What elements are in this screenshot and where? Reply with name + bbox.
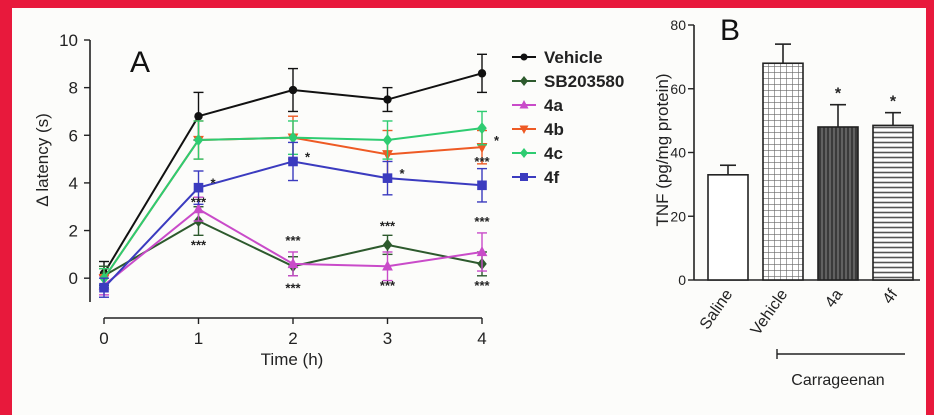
- significance-marker: ***: [285, 280, 301, 295]
- legend-item-4b: 4b: [512, 120, 564, 139]
- panel-b-y-axis-label: TNF (pg/mg protein): [653, 73, 672, 226]
- bar-group-saline: Saline: [697, 164, 749, 333]
- y-tick-label: 8: [69, 79, 78, 98]
- data-point: [193, 134, 204, 147]
- legend-swatch-marker: [520, 76, 528, 86]
- bar-group-4a: * 4a: [817, 86, 859, 311]
- legend-label: SB203580: [544, 72, 624, 91]
- y-tick-label: 10: [59, 31, 78, 50]
- bar-category-label: 4f: [880, 286, 902, 307]
- series-4a: [98, 196, 488, 296]
- data-point: [382, 173, 393, 183]
- panel-b-label: B: [720, 14, 740, 47]
- bar-significance: *: [835, 86, 842, 103]
- y-tick-label: 2: [69, 222, 78, 241]
- significance-marker: ***: [191, 238, 207, 253]
- b-y-tick-label: 80: [670, 17, 686, 33]
- data-point: [476, 245, 488, 257]
- legend-label: 4b: [544, 120, 564, 139]
- bar-category-label: 4a: [822, 286, 846, 310]
- panel-b-bars: Saline Vehicle * 4a * 4f: [697, 43, 914, 359]
- b-y-tick-label: 20: [670, 208, 686, 224]
- data-point: [194, 112, 203, 121]
- data-point: [477, 122, 487, 135]
- data-point: [382, 134, 393, 147]
- y-tick-label: 0: [69, 269, 78, 288]
- significance-marker: ***: [380, 219, 396, 234]
- bar-significance: *: [890, 94, 897, 111]
- significance-marker: *: [211, 176, 217, 191]
- significance-marker: ***: [191, 195, 207, 210]
- panel-a-axes: 0 2 4 6 8 10 0 1 2 3 4: [59, 31, 487, 348]
- panel-a-legend: Vehicle SB203580 4a 4b 4c 4f: [512, 48, 624, 187]
- legend-label: 4c: [544, 144, 563, 163]
- panel-a-x-axis-label: Time (h): [261, 350, 324, 369]
- significance-marker: ***: [380, 278, 396, 293]
- data-point: [382, 260, 393, 271]
- legend-label: 4a: [544, 96, 563, 115]
- series-vehicle: [99, 53, 487, 287]
- bar: [762, 62, 804, 281]
- data-point: [193, 203, 204, 214]
- bar-category-label: Saline: [697, 286, 736, 332]
- b-y-tick-label: 0: [678, 272, 686, 288]
- legend-item-vehicle: Vehicle: [512, 48, 603, 67]
- data-point: [288, 156, 298, 167]
- data-point: [288, 85, 298, 95]
- bar-category-label: Vehicle: [748, 286, 792, 338]
- legend-item-4c: 4c: [512, 144, 563, 163]
- bar-group-4f: * 4f: [872, 94, 914, 307]
- x-tick-label: 1: [194, 329, 203, 348]
- significance-marker: *: [494, 133, 500, 148]
- x-tick-label: 0: [99, 329, 108, 348]
- legend-swatch-marker: [520, 148, 528, 158]
- legend-label: 4f: [544, 168, 559, 187]
- data-point: [99, 282, 109, 293]
- significance-marker: *: [400, 166, 406, 181]
- data-point: [382, 238, 393, 251]
- significance-marker: ***: [474, 214, 490, 229]
- legend-label: Vehicle: [544, 48, 603, 67]
- panel-b-group-label: Carrageenan: [791, 372, 884, 389]
- legend-swatch-marker: [520, 53, 528, 61]
- panel-a-label: A: [130, 46, 150, 79]
- panel-a-series: [98, 53, 488, 298]
- legend-item-4a: 4a: [512, 96, 563, 115]
- legend-swatch-marker: [520, 173, 528, 181]
- data-point: [477, 69, 487, 78]
- legend-item-4f: 4f: [512, 168, 559, 187]
- bar: [817, 126, 859, 281]
- data-point: [193, 182, 204, 193]
- bar-group-vehicle: Vehicle: [748, 43, 804, 339]
- series-4f: [99, 141, 487, 298]
- data-point: [476, 142, 488, 154]
- legend-swatch-marker: [519, 100, 529, 109]
- series-4c: [99, 110, 487, 289]
- significance-marker: *: [305, 149, 311, 164]
- x-tick-label: 2: [288, 329, 297, 348]
- y-tick-label: 6: [69, 126, 78, 145]
- x-tick-label: 3: [383, 329, 392, 348]
- data-point: [287, 257, 299, 269]
- data-point: [288, 131, 298, 144]
- legend-swatch-marker: [519, 125, 529, 134]
- b-y-tick-label: 60: [670, 81, 686, 97]
- bar: [872, 124, 914, 281]
- data-point: [383, 95, 392, 104]
- data-point: [477, 180, 487, 191]
- significance-marker: ***: [474, 278, 490, 293]
- y-tick-label: 4: [69, 174, 78, 193]
- bar: [707, 174, 749, 281]
- b-y-tick-label: 40: [670, 145, 686, 161]
- panel-a-annotations: *******************************: [191, 133, 500, 296]
- legend-item-sb203580: SB203580: [512, 72, 624, 91]
- x-tick-label: 4: [477, 329, 486, 348]
- panel-a-y-axis-label: Δ latency (s): [33, 113, 52, 207]
- significance-marker: ***: [285, 233, 301, 248]
- panel-b: B 0 20 40 60 80 Saline Vehicle * 4a * 4f TNF (pg/…: [653, 14, 920, 389]
- significance-marker: ***: [474, 154, 490, 169]
